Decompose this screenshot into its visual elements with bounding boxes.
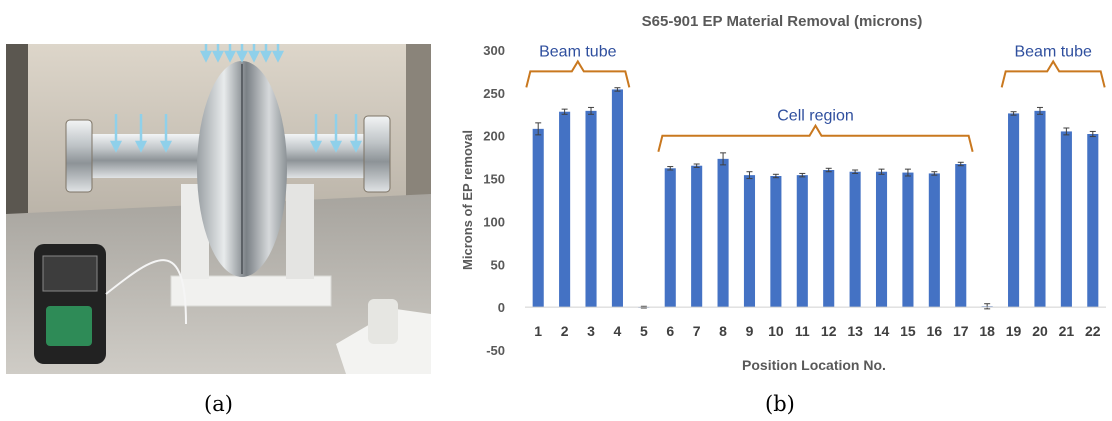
x-tick-label: 11 [795, 323, 810, 339]
bar-3 [585, 110, 597, 308]
y-axis-label: Microns of EP removal [460, 130, 475, 270]
caption-a: (a) [204, 392, 233, 416]
arrow-group [109, 44, 363, 153]
bar-10 [770, 176, 782, 308]
x-tick-label: 9 [746, 323, 754, 339]
bar-20 [1034, 110, 1046, 308]
bar-16 [928, 173, 940, 308]
bar-19 [1008, 113, 1020, 308]
photo-panel [6, 44, 431, 374]
y-tick-label: 50 [491, 257, 505, 272]
x-tick-label: 12 [821, 323, 837, 339]
y-tick-label: 100 [483, 214, 505, 229]
bar-8 [717, 158, 729, 308]
caption-b: (b) [765, 392, 795, 416]
bar-chart: S65-901 EP Material Removal (microns) Mi… [460, 13, 1106, 373]
arrow-head [109, 140, 123, 153]
x-tick-label: 8 [719, 323, 727, 339]
arrow-head [134, 140, 148, 153]
gauge-keypad [46, 306, 92, 346]
x-tick-label: 4 [614, 323, 622, 339]
y-tick-label: 0 [498, 300, 505, 315]
bar-14 [875, 171, 888, 308]
x-tick-label: 5 [640, 323, 648, 339]
x-tick-label: 17 [953, 323, 969, 339]
bar-4 [611, 89, 623, 308]
x-tick-group: 1 2 3 4 5 6 7 8 9 10 11 12 13 14 15 16 17 18 19 20 21 22 [534, 323, 1100, 339]
arrow-head [329, 140, 343, 153]
arrow-head [211, 50, 225, 63]
x-tick-label: 21 [1059, 323, 1075, 339]
annotation-label: Beam tube [1014, 43, 1091, 60]
x-tick-label: 2 [561, 323, 569, 339]
x-tick-label: 15 [900, 323, 916, 339]
bar-7 [691, 165, 703, 308]
annotation-label: Cell region [777, 108, 853, 125]
x-tick-label: 22 [1085, 323, 1101, 339]
annotation-group: Beam tube Cell region Beam tube [525, 43, 1106, 152]
arrow-head [271, 50, 285, 63]
y-tick-group: -50 0 50 100 150 200 250 300 [483, 43, 505, 358]
flange-right [363, 115, 391, 193]
bar-2 [559, 111, 571, 308]
arrow-head [309, 140, 323, 153]
bottle [368, 299, 398, 344]
x-tick-label: 18 [979, 323, 995, 339]
arrow-head [223, 50, 237, 63]
x-tick-label: 14 [874, 323, 890, 339]
stand-base [170, 275, 332, 307]
y-tick-label: 150 [483, 172, 505, 187]
flange-left [65, 119, 93, 193]
y-tick-label: 200 [483, 129, 505, 144]
chart-title: S65-901 EP Material Removal (microns) [642, 13, 923, 30]
x-tick-label: 3 [587, 323, 595, 339]
x-tick-label: 6 [666, 323, 674, 339]
x-tick-label: 1 [534, 323, 542, 339]
bar-11 [796, 175, 808, 308]
cavity-photo [6, 44, 431, 374]
annotation-bracket [657, 123, 974, 152]
x-tick-label: 19 [1006, 323, 1022, 339]
y-tick-label: 300 [483, 43, 505, 58]
bar-group [525, 87, 1106, 310]
annotation-label: Beam tube [539, 43, 616, 60]
chart-panel: S65-901 EP Material Removal (microns) Mi… [440, 0, 1112, 390]
y-tick-label: -50 [486, 343, 505, 358]
bar-21 [1060, 131, 1072, 308]
bar-13 [849, 171, 861, 308]
stand-right [286, 184, 314, 279]
bar-1 [532, 128, 544, 308]
x-tick-label: 13 [847, 323, 863, 339]
arrow-head [349, 140, 363, 153]
gauge-screen [42, 255, 98, 292]
arrow-head [199, 50, 213, 63]
bar-6 [664, 168, 676, 308]
annotation-bracket [1000, 59, 1106, 88]
arrow-head [247, 50, 261, 63]
bar-12 [823, 170, 835, 308]
bar-22 [1087, 134, 1099, 308]
x-tick-label: 20 [1032, 323, 1048, 339]
annotation-bracket [525, 59, 631, 88]
bar-9 [743, 175, 756, 308]
y-tick-label: 250 [483, 86, 505, 101]
bar-15 [902, 172, 914, 308]
left-frame [6, 44, 28, 244]
arrow-head [235, 50, 249, 63]
x-tick-label: 16 [927, 323, 943, 339]
x-axis-label: Position Location No. [742, 357, 886, 373]
bar-17 [955, 164, 967, 308]
x-tick-label: 10 [768, 323, 784, 339]
arrow-head [259, 50, 273, 63]
arrow-head [159, 140, 173, 153]
x-tick-label: 7 [693, 323, 701, 339]
gauge-cable [105, 259, 187, 325]
